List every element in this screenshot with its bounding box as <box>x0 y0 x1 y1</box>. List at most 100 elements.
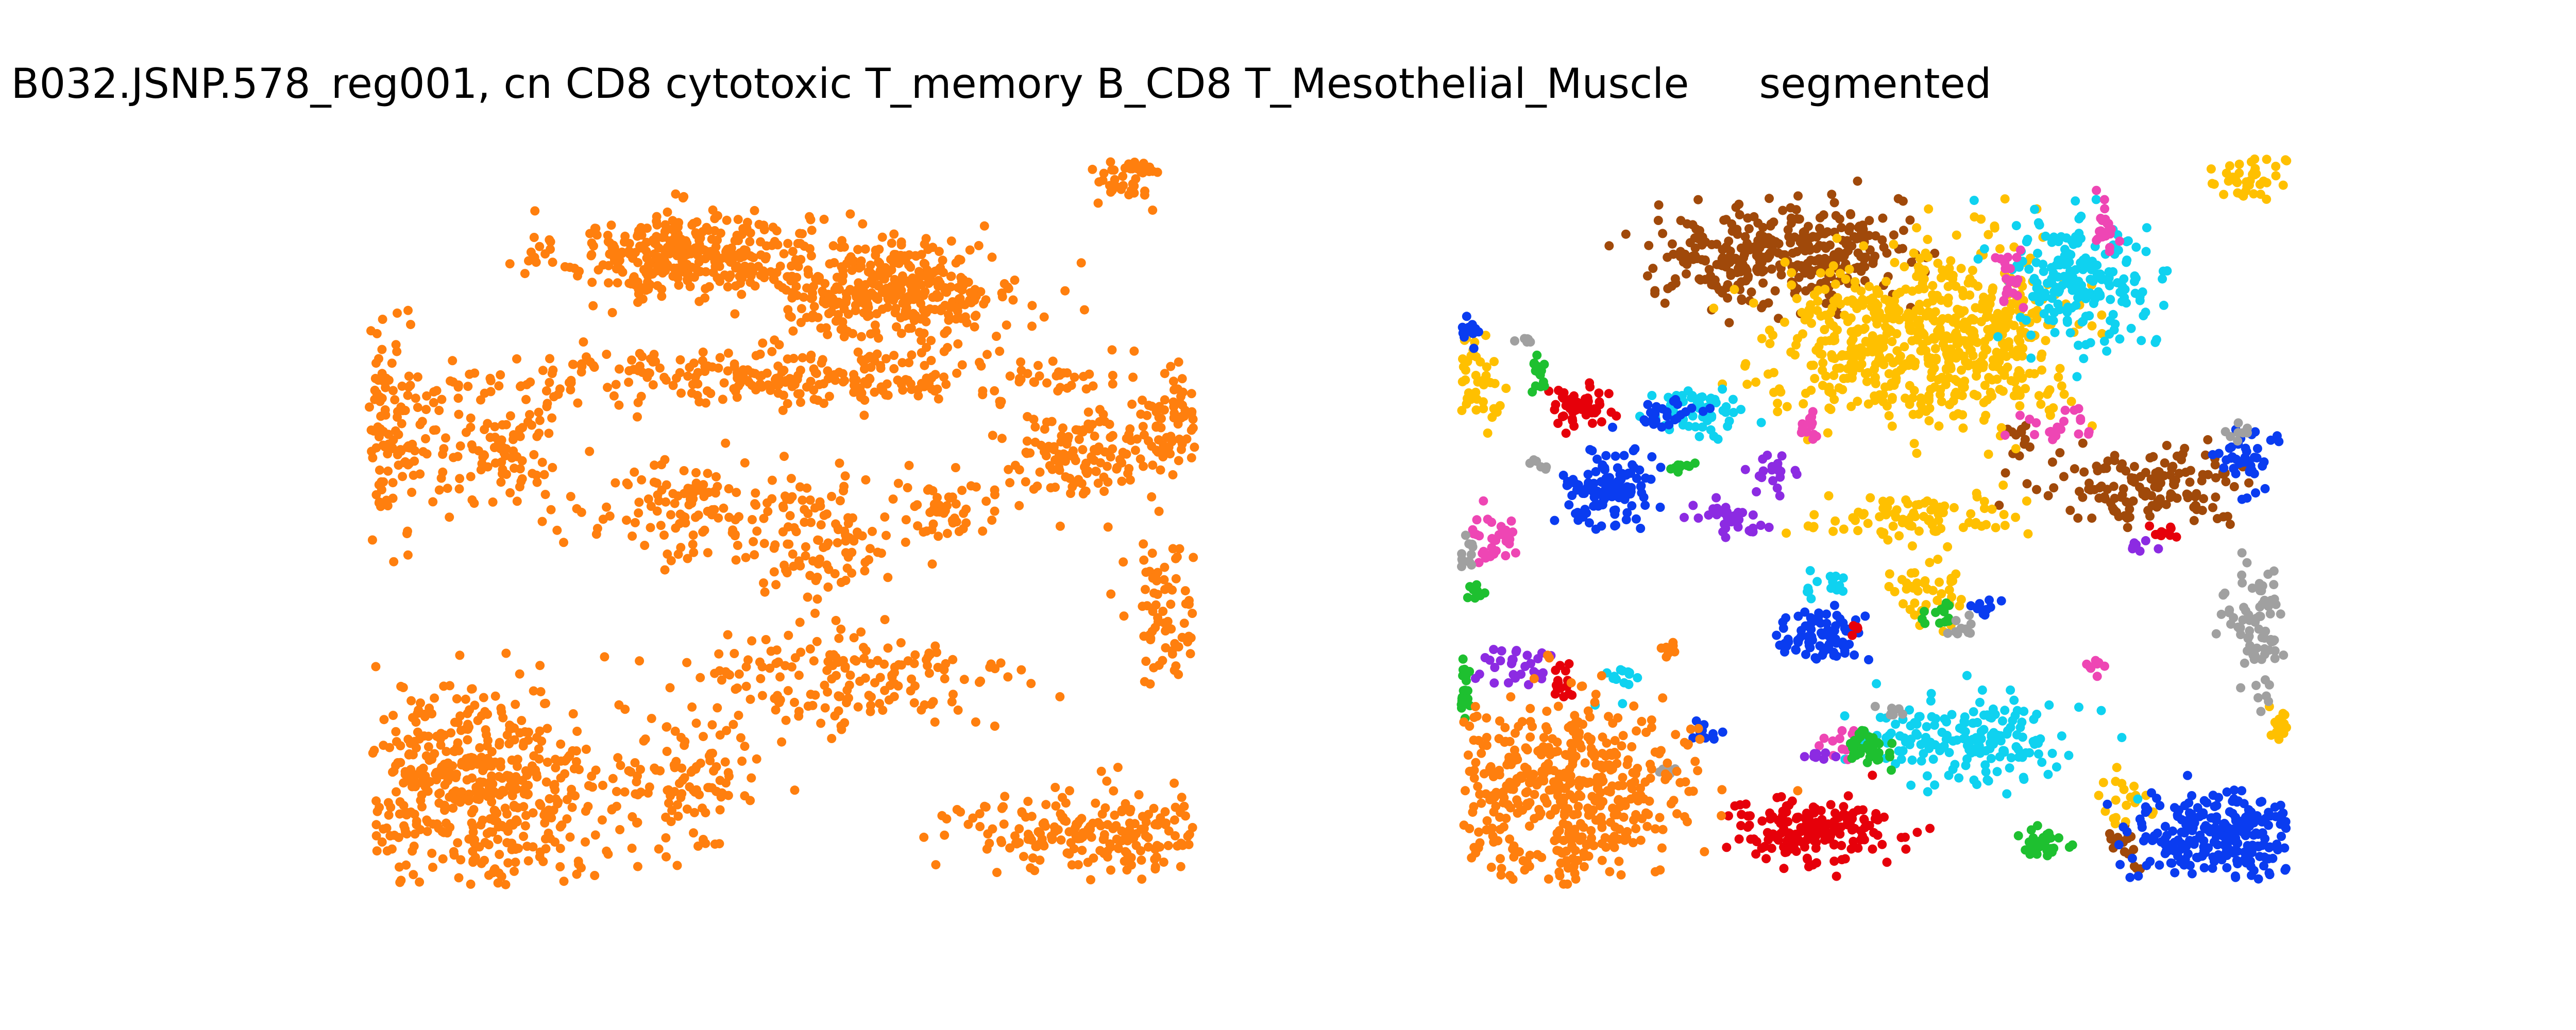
left-scatter-point <box>548 258 557 267</box>
right-scatter-point <box>1727 219 1737 229</box>
left-scatter-point <box>496 477 506 487</box>
left-scatter-point <box>742 224 752 233</box>
left-scatter-point <box>893 681 903 691</box>
right-scatter-point <box>2073 513 2083 523</box>
left-scatter-point <box>1030 377 1039 387</box>
left-scatter-point <box>1033 827 1043 836</box>
left-scatter-point <box>1060 286 1070 296</box>
left-scatter-point <box>504 739 514 749</box>
right-scatter-point <box>2143 506 2153 516</box>
right-scatter-point <box>2016 325 2026 335</box>
right-scatter-point <box>2138 287 2147 297</box>
left-scatter-point <box>487 771 496 781</box>
right-panel-title: segmented <box>1759 60 1992 108</box>
right-scatter-point <box>1943 542 1953 552</box>
left-scatter-point <box>1142 601 1152 611</box>
right-scatter-point <box>2016 424 2026 434</box>
right-scatter-point <box>1821 371 1831 381</box>
right-scatter-point <box>1782 528 1791 538</box>
left-scatter-point <box>371 662 381 672</box>
left-scatter-point <box>409 842 419 851</box>
left-scatter-point <box>790 697 799 707</box>
left-scatter-point <box>512 817 522 827</box>
left-scatter-point <box>731 529 740 539</box>
left-scatter-point <box>589 241 598 251</box>
left-scatter-point <box>477 711 486 720</box>
left-scatter-point <box>407 488 417 497</box>
left-scatter-point <box>535 242 545 251</box>
left-scatter-point <box>816 323 826 333</box>
left-scatter-point <box>505 782 515 792</box>
left-scatter-point <box>478 815 487 825</box>
left-scatter-point <box>775 672 785 682</box>
left-scatter-point <box>1154 506 1164 516</box>
left-scatter-point <box>774 697 784 707</box>
left-scatter-point <box>482 741 492 751</box>
left-scatter-point <box>694 485 704 495</box>
left-scatter-point <box>910 650 920 660</box>
left-scatter-point <box>501 648 511 658</box>
left-scatter-point <box>669 760 679 770</box>
right-scatter-point <box>2209 179 2219 189</box>
left-scatter-point <box>1076 258 1086 268</box>
left-scatter-point <box>528 842 538 852</box>
left-scatter-point <box>896 240 906 250</box>
right-scatter-point <box>1933 555 1943 564</box>
left-scatter-point <box>587 250 597 260</box>
left-scatter-point <box>843 310 853 319</box>
right-scatter-point <box>2093 287 2103 297</box>
left-scatter-point <box>560 769 570 779</box>
left-scatter-point <box>1151 600 1161 610</box>
left-scatter-point <box>574 765 584 775</box>
left-scatter-point <box>572 504 582 513</box>
left-scatter-point <box>919 305 928 315</box>
left-scatter-point <box>1083 466 1093 476</box>
left-scatter-point <box>951 499 961 509</box>
left-scatter-point <box>801 551 810 561</box>
left-scatter-point <box>613 278 622 288</box>
left-scatter-point <box>446 728 456 738</box>
left-scatter-point <box>770 239 779 249</box>
left-scatter-point <box>978 386 988 396</box>
left-scatter-point <box>922 342 931 352</box>
right-scatter-point <box>1913 586 1923 596</box>
right-scatter-point <box>1820 325 1829 334</box>
right-scatter-point <box>1743 273 1753 283</box>
right-scatter-point <box>1981 767 1991 777</box>
left-scatter-point <box>453 738 463 748</box>
left-scatter-point <box>534 744 544 754</box>
right-scatter-point <box>1777 250 1787 260</box>
left-scatter-point <box>641 268 651 278</box>
right-scatter-point <box>1673 400 1683 409</box>
right-scatter-point <box>1906 568 1916 578</box>
left-scatter-point <box>430 749 439 759</box>
left-scatter-point <box>919 527 928 537</box>
right-scatter-point <box>1728 408 1738 417</box>
left-scatter-point <box>901 537 910 547</box>
left-scatter-point <box>1055 383 1065 392</box>
left-scatter-point <box>694 397 704 407</box>
left-scatter-point <box>801 542 810 552</box>
right-scatter-point <box>1853 176 1862 186</box>
right-scatter-point <box>2110 493 2120 503</box>
left-scatter-point <box>818 355 827 365</box>
right-scatter-point <box>1934 421 1944 431</box>
right-scatter-point <box>1772 630 1782 640</box>
left-scatter-point <box>896 660 906 670</box>
right-scatter-point <box>1591 524 1601 534</box>
left-scatter-point <box>1064 827 1074 837</box>
left-scatter-point <box>1099 833 1109 843</box>
right-scatter-point <box>1832 233 1842 243</box>
left-scatter-point <box>680 512 690 522</box>
left-scatter-point <box>1065 786 1074 796</box>
left-scatter-point <box>930 641 940 651</box>
left-scatter-point <box>375 802 384 812</box>
right-scatter-point <box>2066 397 2076 406</box>
right-scatter-point <box>1764 239 1773 249</box>
right-scatter-point <box>1648 264 1658 273</box>
left-scatter-point <box>722 215 732 225</box>
right-scatter-point <box>1739 253 1749 263</box>
left-scatter-point <box>630 467 639 477</box>
left-scatter-point <box>872 309 882 319</box>
right-scatter-point <box>1617 483 1626 492</box>
